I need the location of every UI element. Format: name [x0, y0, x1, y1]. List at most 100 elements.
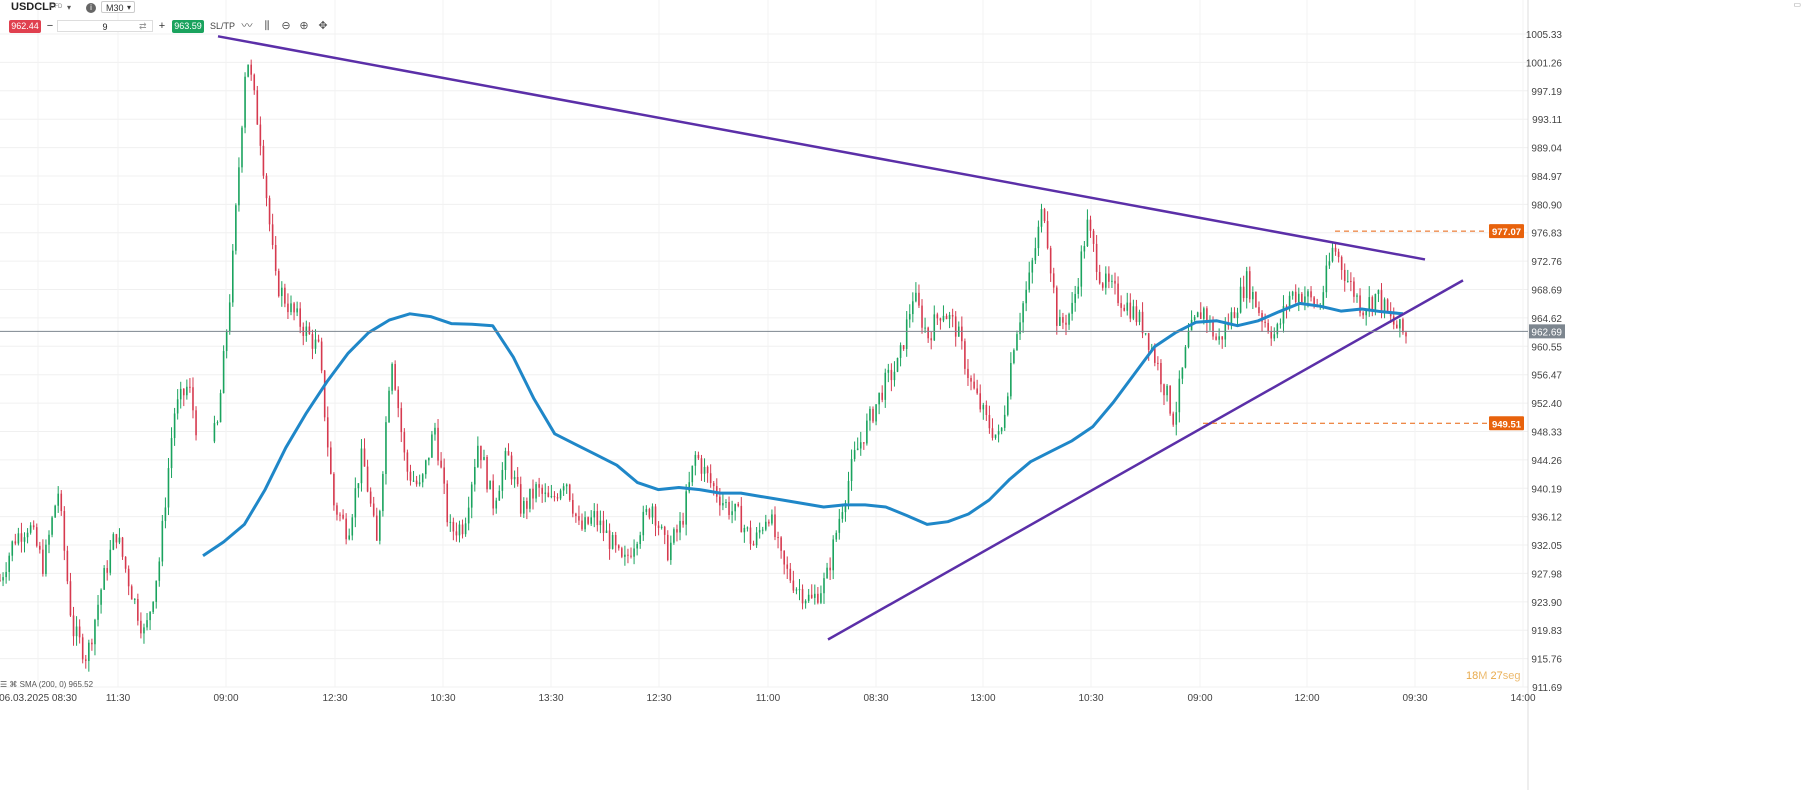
- candle-body: [176, 399, 179, 414]
- candle-body: [317, 339, 320, 342]
- upper-trendline: [217, 35, 1426, 261]
- candle-body: [725, 501, 727, 504]
- candle-body: [1059, 317, 1061, 326]
- candle-body: [1022, 303, 1024, 323]
- symbol-dropdown-icon[interactable]: ▾: [67, 3, 72, 12]
- candle-body: [679, 520, 681, 533]
- candle-body: [1157, 362, 1159, 364]
- sell-button[interactable]: 962.44: [9, 20, 41, 33]
- candle-body: [32, 525, 35, 528]
- candle-body: [1049, 248, 1052, 274]
- candle-body: [412, 480, 415, 482]
- candle-body: [112, 534, 115, 550]
- x-tick-label: 10:30: [430, 693, 455, 704]
- candle-body: [685, 491, 687, 525]
- candle-body: [856, 448, 859, 451]
- candle-body: [60, 493, 63, 512]
- swap-icon[interactable]: ⇄: [139, 21, 147, 31]
- candle-body: [651, 506, 654, 518]
- candle-body: [103, 568, 105, 590]
- candle-body: [1178, 378, 1181, 413]
- candle-body: [277, 270, 280, 297]
- candle-body: [228, 302, 231, 332]
- candle-body: [262, 145, 265, 176]
- candle-body: [1267, 322, 1269, 332]
- candle-body: [1065, 322, 1067, 325]
- candle-body: [676, 529, 678, 533]
- candle-body: [1313, 297, 1315, 306]
- candle-body: [54, 505, 56, 518]
- candle-body: [1123, 307, 1125, 311]
- candle-body: [997, 431, 1000, 435]
- candle-body: [284, 287, 286, 304]
- candle-body: [1297, 293, 1300, 303]
- quantity-increase-button[interactable]: +: [158, 20, 166, 32]
- candle-body: [363, 448, 366, 467]
- candle-body: [486, 457, 488, 490]
- indicator-name: SMA (200, 0): [19, 680, 67, 689]
- candle-body: [1304, 296, 1306, 303]
- candle-body: [841, 512, 844, 519]
- candle-body: [630, 555, 632, 557]
- info-icon[interactable]: i: [86, 3, 96, 13]
- symbol-name[interactable]: USDCLP: [11, 1, 57, 13]
- candle-body: [982, 405, 985, 410]
- candle-body: [979, 393, 982, 410]
- candle-body: [899, 345, 902, 358]
- window-icon[interactable]: ▭: [1793, 0, 1801, 9]
- candle-body: [192, 387, 194, 411]
- x-tick-label: 13:30: [538, 693, 563, 704]
- candle-body: [397, 389, 400, 409]
- candle-body: [814, 593, 816, 598]
- candle-body: [881, 392, 883, 400]
- indicator-legend[interactable]: ☰ ⌘ SMA (200, 0) 965.52: [0, 680, 93, 689]
- candle-body: [342, 514, 344, 519]
- move-icon[interactable]: ✥: [318, 20, 328, 32]
- price-markers: 962.69 977.07 949.51: [0, 224, 1565, 431]
- timeframe-select[interactable]: M30 ▾: [101, 1, 135, 13]
- candle-body: [884, 372, 887, 400]
- candle-body: [596, 511, 599, 526]
- candle-body: [532, 488, 534, 499]
- candle-body: [863, 442, 865, 444]
- candle-body: [728, 501, 730, 515]
- candle-body: [1147, 333, 1150, 350]
- candle-body: [1374, 293, 1377, 310]
- candle-body: [691, 465, 694, 483]
- quantity-decrease-button[interactable]: −: [46, 20, 54, 32]
- candle-body: [798, 589, 801, 591]
- candle-body: [905, 319, 908, 350]
- candle-body: [195, 410, 197, 436]
- sltp-button[interactable]: SL/TP: [210, 21, 236, 31]
- buy-button[interactable]: 963.59: [172, 20, 204, 33]
- candle-body: [388, 390, 390, 423]
- candle-body: [529, 488, 531, 509]
- candle-body: [902, 345, 905, 350]
- candle-body: [912, 301, 914, 315]
- y-tick-label: 968.69: [1531, 286, 1562, 297]
- candle-body: [568, 484, 571, 500]
- zoom-in-icon[interactable]: ⊕: [299, 20, 309, 32]
- zoom-out-icon[interactable]: ⊖: [281, 20, 291, 32]
- candle-body: [1285, 306, 1288, 308]
- candle-body: [722, 503, 724, 506]
- quantity-input[interactable]: 9: [57, 20, 153, 32]
- candle-body: [5, 571, 7, 578]
- candle-body: [556, 497, 559, 499]
- candle-body: [1181, 367, 1184, 379]
- candle-body: [326, 417, 329, 448]
- x-tick-label: 13:00: [970, 693, 995, 704]
- candle-body: [268, 198, 271, 225]
- candle-body: [1074, 293, 1076, 303]
- indicator-menu-icon[interactable]: ☰ ⌘: [0, 680, 20, 689]
- candle-body: [1236, 312, 1239, 319]
- candles-icon[interactable]: ⫼: [264, 20, 270, 32]
- line-chart-icon[interactable]: 〰: [241, 20, 253, 32]
- candle-body: [608, 530, 611, 549]
- candle-body: [1068, 313, 1070, 325]
- candle-body: [694, 454, 697, 466]
- candle-body: [639, 535, 642, 545]
- candle-body: [1362, 312, 1364, 316]
- candle-body: [719, 496, 721, 506]
